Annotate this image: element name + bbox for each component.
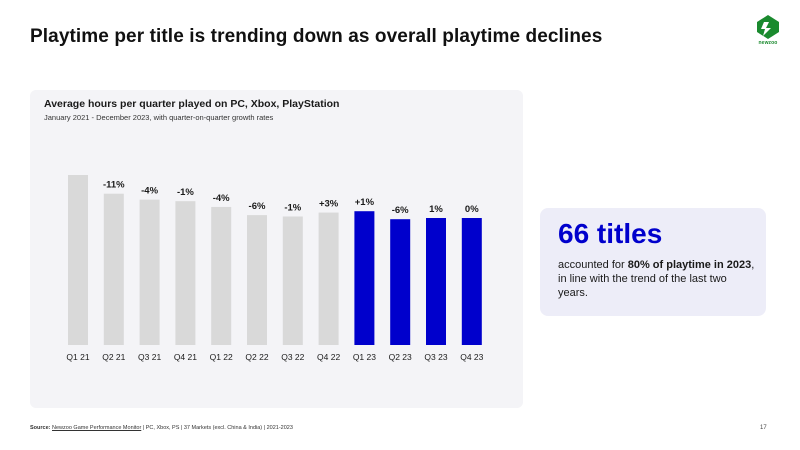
x-tick-label-q1-23: Q1 23 bbox=[353, 352, 376, 362]
page-title: Playtime per title is trending down as o… bbox=[30, 26, 603, 47]
bar-q3-21 bbox=[139, 199, 160, 345]
logo-text: newzoo bbox=[758, 40, 778, 46]
callout-body: accounted for 80% of playtime in 2023, i… bbox=[558, 258, 758, 300]
data-label-q3-23: 1% bbox=[429, 204, 443, 215]
data-label-q4-21: -1% bbox=[177, 187, 194, 198]
chart-subtitle: January 2021 - December 2023, with quart… bbox=[44, 113, 274, 122]
data-label-q3-21: -4% bbox=[141, 186, 158, 197]
x-tick-label-q2-22: Q2 22 bbox=[245, 352, 268, 362]
bar-q3-23 bbox=[426, 218, 446, 345]
bar-q4-22 bbox=[318, 212, 339, 345]
callout-text-after: , in line with the trend of the last two… bbox=[558, 259, 755, 299]
chart-title: Average hours per quarter played on PC, … bbox=[44, 98, 340, 110]
data-label-q3-22: -1% bbox=[284, 202, 301, 213]
callout-text-bold: 80% of playtime in 2023 bbox=[627, 259, 752, 271]
bar-q4-23 bbox=[461, 218, 482, 345]
bar-chart: Q1 21 -11% Q2 21 -4% Q3 21 -1% Q4 21 -4% Q1 22 -6… bbox=[66, 175, 484, 362]
source-rest: | PC, Xbox, PS | 37 Markets (excl. China… bbox=[141, 425, 293, 431]
bar-q1-21 bbox=[68, 175, 88, 345]
bar-q2-21 bbox=[103, 193, 124, 345]
newzoo-logo: newzoo bbox=[752, 14, 784, 48]
x-tick-label-q2-21: Q2 21 bbox=[102, 352, 125, 362]
callout-card: 66 titles accounted for 80% of playtime … bbox=[540, 208, 766, 316]
data-label-q1-22: -4% bbox=[213, 193, 230, 204]
data-label-q1-23: +1% bbox=[355, 197, 375, 208]
source-label: Source: bbox=[30, 425, 51, 431]
x-tick-label-q2-23: Q2 23 bbox=[389, 352, 412, 362]
page-number: 17 bbox=[760, 425, 767, 431]
x-tick-label-q4-21: Q4 21 bbox=[174, 352, 197, 362]
data-label-q4-23: 0% bbox=[465, 204, 479, 215]
chart-card: Q1 21 -11% Q2 21 -4% Q3 21 -1% Q4 21 -4% Q1 22 -6… bbox=[30, 90, 523, 408]
callout-heading: 66 titles bbox=[558, 218, 663, 249]
x-tick-label-q3-22: Q3 22 bbox=[281, 352, 304, 362]
bar-q2-23 bbox=[390, 219, 411, 345]
x-tick-label-q4-23: Q4 23 bbox=[460, 352, 483, 362]
data-label-q2-22: -6% bbox=[249, 201, 266, 212]
x-tick-label-q4-22: Q4 22 bbox=[317, 352, 340, 362]
bar-q2-22 bbox=[247, 215, 267, 345]
bar-q3-22 bbox=[282, 216, 303, 345]
callout-text-before: accounted for bbox=[558, 259, 628, 271]
data-label-q2-21: -11% bbox=[103, 180, 125, 191]
newzoo-logo-icon bbox=[757, 15, 779, 39]
data-label-q2-23: -6% bbox=[392, 205, 409, 216]
source-link[interactable]: Newzoo Game Performance Monitor bbox=[52, 425, 142, 431]
bar-q1-23 bbox=[354, 211, 375, 345]
source-note: Source: Newzoo Game Performance Monitor … bbox=[30, 425, 293, 431]
data-label-q4-22: +3% bbox=[319, 199, 339, 210]
bar-q4-21 bbox=[175, 201, 196, 345]
bar-q1-22 bbox=[211, 206, 232, 345]
x-tick-label-q3-21: Q3 21 bbox=[138, 352, 161, 362]
x-tick-label-q1-22: Q1 22 bbox=[210, 352, 233, 362]
x-tick-label-q1-21: Q1 21 bbox=[66, 352, 89, 362]
x-tick-label-q3-23: Q3 23 bbox=[424, 352, 447, 362]
